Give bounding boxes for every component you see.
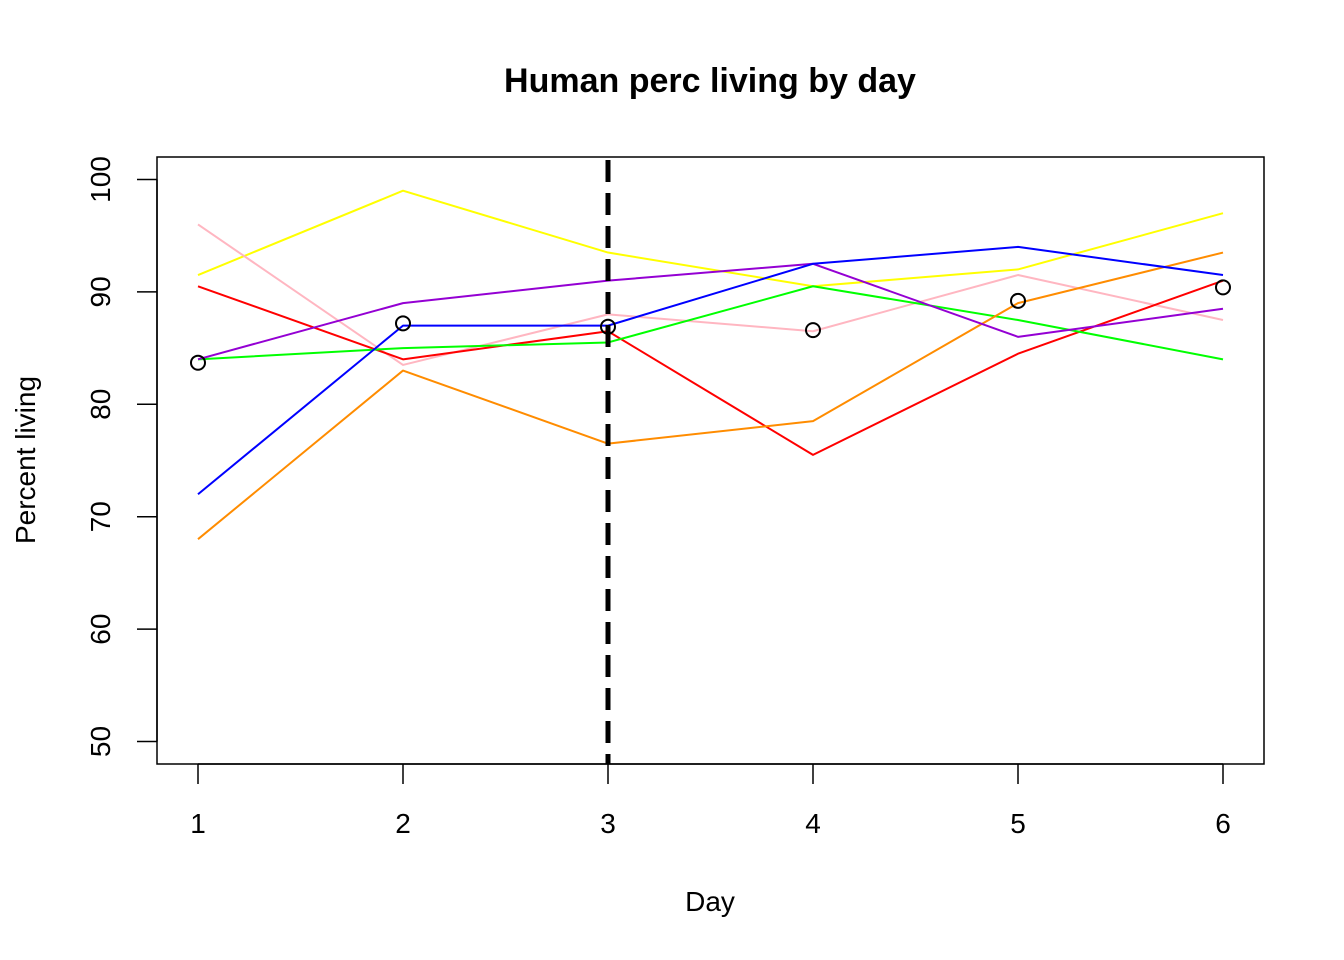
x-tick-label: 5 <box>1010 808 1026 839</box>
y-axis: 50 60 70 80 90 100 <box>85 156 158 757</box>
y-tick-label: 50 <box>85 726 116 757</box>
series-line-orange <box>197 251 1224 540</box>
series-line-pink <box>197 223 1224 366</box>
chart-title: Human perc living by day <box>504 62 916 100</box>
mean-point <box>805 322 821 339</box>
x-tick-label: 3 <box>600 808 616 839</box>
series-line-purple <box>197 262 1224 361</box>
x-axis: 1 2 3 4 5 6 <box>190 763 1231 839</box>
mean-point <box>190 354 206 371</box>
series-line-green <box>197 285 1224 361</box>
series-line-red <box>197 279 1224 456</box>
series-layer <box>197 189 1224 540</box>
y-axis-label: Percent living <box>10 376 41 544</box>
mean-point <box>1215 279 1231 296</box>
x-tick-label: 6 <box>1215 808 1231 839</box>
mean-point <box>395 315 411 332</box>
x-tick-label: 2 <box>395 808 411 839</box>
y-tick-label: 70 <box>85 501 116 532</box>
y-tick-label: 100 <box>85 156 116 203</box>
x-axis-label: Day <box>685 886 735 917</box>
series-line-yellow <box>197 189 1224 288</box>
y-tick-label: 80 <box>85 389 116 420</box>
y-tick-label: 90 <box>85 276 116 307</box>
series-line-blue <box>197 245 1224 495</box>
x-tick-label: 4 <box>805 808 821 839</box>
x-tick-label: 1 <box>190 808 206 839</box>
mean-point <box>1010 292 1026 309</box>
y-tick-label: 60 <box>85 614 116 645</box>
